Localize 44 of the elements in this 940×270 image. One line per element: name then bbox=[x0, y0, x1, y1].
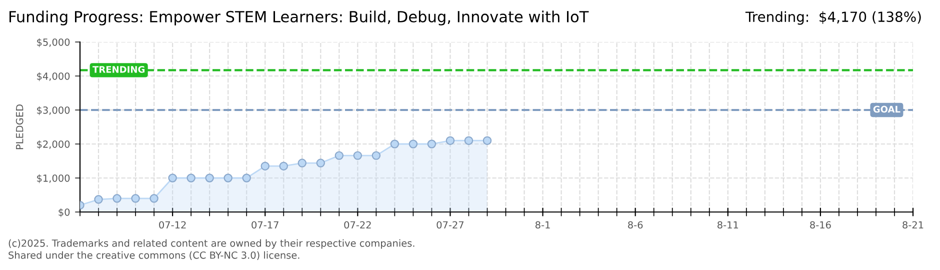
point bbox=[482, 136, 492, 145]
x-tick-label: 07-27 bbox=[436, 221, 464, 229]
point bbox=[205, 174, 214, 182]
y-tick-label: $3,000 bbox=[37, 106, 70, 116]
text: (c)2025. Trademarks and related content are owned by their respective companies. bbox=[8, 239, 414, 249]
x-tick-label: 8-1 bbox=[536, 221, 550, 229]
x-tick-label: 07-22 bbox=[344, 221, 371, 229]
x-tick-label: 8-6 bbox=[628, 221, 643, 229]
point bbox=[150, 194, 158, 203]
text: Shared under the creative commons (CC BY-NC 3.0) license. bbox=[8, 251, 300, 260]
point bbox=[298, 158, 306, 168]
x-tick-label: 8-11 bbox=[718, 221, 738, 229]
point bbox=[408, 140, 418, 148]
ref-line-label: TRENDING bbox=[92, 66, 144, 73]
point bbox=[242, 174, 251, 182]
x-tick-label: 07-12 bbox=[159, 221, 186, 229]
y-tick-label: $1,000 bbox=[37, 174, 70, 184]
point bbox=[186, 174, 196, 182]
chart-subtitle: Trending: $4,170 (138%) bbox=[745, 11, 921, 25]
point bbox=[224, 174, 232, 182]
point bbox=[112, 194, 122, 203]
point bbox=[427, 140, 436, 148]
point bbox=[131, 194, 140, 203]
point bbox=[446, 136, 455, 145]
point bbox=[279, 162, 288, 170]
y-tick-label: $4,000 bbox=[37, 72, 70, 82]
x-tick-label: 07-17 bbox=[252, 221, 278, 229]
ref-line-label: GOAL bbox=[873, 106, 900, 113]
chart-title: Funding Progress: Empower STEM Learners: Build, Debug, Innovate with IoT bbox=[10, 10, 589, 26]
y-tick-label: $0 bbox=[58, 208, 70, 218]
point bbox=[390, 140, 400, 148]
y-tick-label: $2,000 bbox=[37, 140, 70, 150]
point bbox=[316, 158, 326, 168]
point bbox=[334, 151, 344, 160]
x-tick-label: 8-21 bbox=[902, 221, 924, 229]
point bbox=[260, 162, 270, 170]
point bbox=[372, 151, 381, 160]
point bbox=[94, 195, 103, 204]
y-axis-title: PLEDGED bbox=[16, 104, 24, 150]
point bbox=[168, 174, 177, 182]
x-tick-label: 8-16 bbox=[810, 221, 831, 229]
point bbox=[464, 136, 474, 145]
point bbox=[353, 151, 362, 160]
y-tick-label: $5,000 bbox=[37, 38, 70, 48]
